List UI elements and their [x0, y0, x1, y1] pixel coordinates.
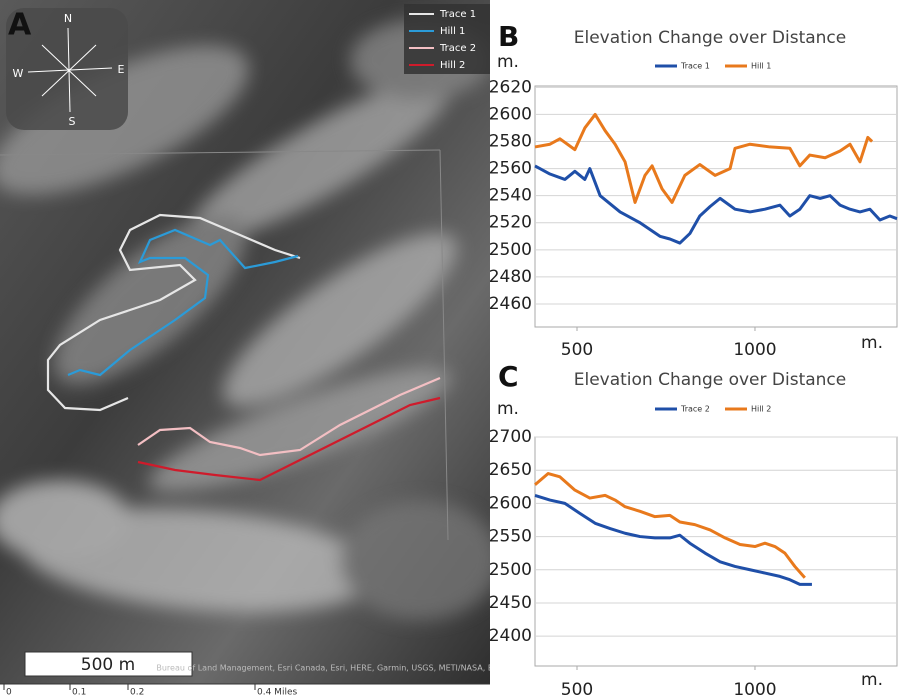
y-tick-label: 2460 — [489, 294, 532, 314]
scale-tick-label: 0.4 Miles — [257, 688, 297, 698]
y-tick-label: 2540 — [489, 186, 532, 206]
x-axis-label: m. — [861, 670, 883, 690]
chart-title: Elevation Change over Distance — [574, 28, 847, 48]
x-tick-label: 1000 — [733, 680, 776, 699]
attribution: Bureau of Land Management, Esri Canada, … — [156, 664, 523, 673]
compass-label: W — [13, 67, 24, 80]
chart-title: Elevation Change over Distance — [574, 370, 847, 390]
y-axis-label: m. — [497, 52, 519, 72]
y-tick-label: 2700 — [489, 427, 532, 447]
compass-rose — [27, 27, 113, 113]
map: Trace 1 Hill 1 Trace 2 Hill 2 500 m Bureau … — [0, 0, 523, 684]
y-axis-label: m. — [497, 399, 519, 419]
panel-label: B — [498, 20, 519, 53]
data-line — [534, 112, 874, 204]
plot-area — [534, 436, 898, 667]
map-trace — [46, 213, 301, 412]
y-tick-label: 2600 — [489, 493, 532, 513]
y-tick-label: 2400 — [489, 626, 532, 646]
y-tick-label: 2560 — [489, 159, 532, 179]
y-tick-label: 2500 — [489, 240, 532, 260]
scale-bar-label: 500 m — [81, 655, 135, 675]
scale-bar — [24, 651, 193, 677]
legend-label: Hill 2 — [440, 60, 465, 71]
map-legend-box — [404, 4, 490, 74]
legend-label: Trace 1 — [439, 9, 476, 20]
y-tick-label: 2500 — [489, 560, 532, 580]
map-trace — [67, 228, 299, 377]
x-tick-label: 500 — [561, 340, 593, 360]
y-tick-label: 2520 — [489, 213, 532, 233]
legend-label: Trace 1 — [680, 62, 710, 71]
y-tick-label: 2480 — [489, 267, 532, 287]
map-trace — [137, 396, 441, 482]
y-tick-label: 2620 — [489, 77, 532, 97]
legend-label: Hill 2 — [751, 405, 771, 414]
legend-label: Hill 1 — [440, 26, 465, 37]
map-trace — [137, 376, 441, 457]
x-tick-label: 500 — [561, 680, 593, 699]
data-line — [534, 493, 812, 586]
legend-label: Trace 2 — [680, 405, 710, 414]
y-tick-label: 2650 — [489, 460, 532, 480]
plot-area — [534, 85, 898, 328]
compass-label: E — [118, 63, 125, 76]
y-tick-label: 2550 — [489, 527, 532, 547]
y-tick-label: 2450 — [489, 593, 532, 613]
compass-label: S — [69, 115, 76, 128]
x-axis-label: m. — [861, 333, 883, 353]
compass-label: N — [64, 12, 72, 25]
scale-tick-label: 0.1 — [72, 688, 86, 698]
data-line — [534, 472, 806, 579]
legend-label: Hill 1 — [751, 62, 771, 71]
scale-tick-label: 0.2 — [130, 688, 144, 698]
data-line — [534, 164, 898, 245]
y-tick-label: 2580 — [489, 132, 532, 152]
scale-tick-label: 0 — [6, 688, 12, 698]
x-tick-label: 1000 — [733, 340, 776, 360]
legend-label: Trace 2 — [439, 43, 476, 54]
panel-label: A — [8, 8, 32, 43]
panel-label: C — [498, 360, 519, 393]
y-tick-label: 2600 — [489, 104, 532, 124]
